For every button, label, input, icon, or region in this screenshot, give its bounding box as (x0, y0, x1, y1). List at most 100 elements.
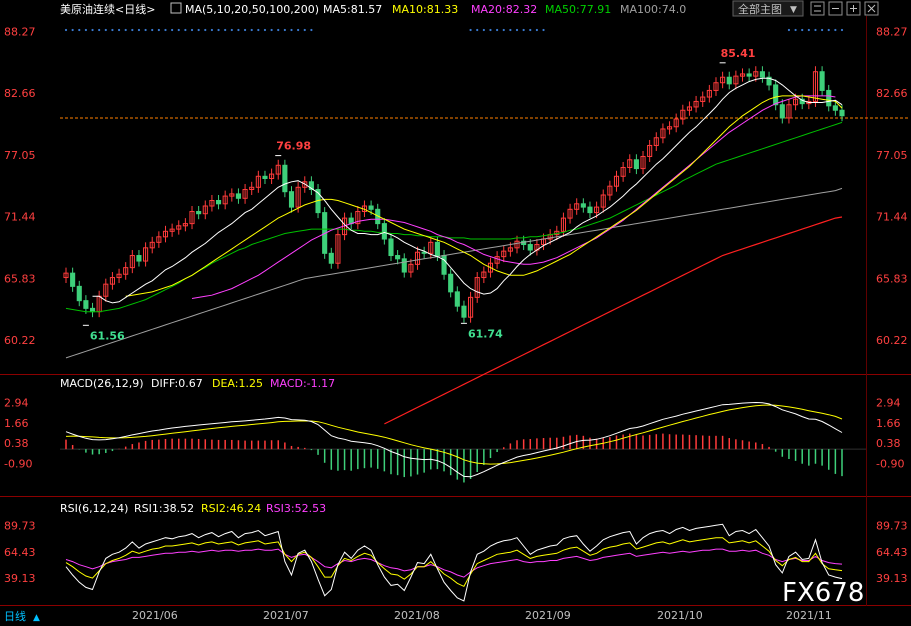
instrument-title[interactable]: 美原油连续<日线> (60, 2, 155, 16)
candle-body (580, 203, 586, 208)
close-icon[interactable] (864, 1, 879, 16)
candle-body (242, 188, 248, 199)
candle-body (587, 206, 593, 214)
date-label: 2021/10 (657, 609, 703, 622)
signal-dot (64, 28, 68, 32)
candle-body (766, 76, 772, 86)
candle-body (63, 272, 69, 279)
signal-dot (210, 28, 214, 32)
candle-body (414, 251, 421, 265)
candle-body (295, 186, 301, 208)
signal-dot (111, 28, 114, 32)
signal-dot (137, 28, 141, 32)
candle-body (514, 240, 520, 249)
macd-name: MACD(26,12,9) (60, 377, 144, 390)
signal-dot (489, 28, 492, 32)
macd-tick-label: 0.38 (4, 437, 29, 450)
candle-body (302, 181, 308, 188)
plus-icon[interactable] (846, 1, 861, 16)
signal-dot (98, 28, 101, 32)
ma-settings-icon[interactable] (170, 2, 182, 14)
price-tick-label: 88.27 (876, 25, 908, 38)
minus-icon[interactable] (828, 1, 843, 16)
period-tab[interactable]: 日线 (4, 609, 26, 623)
candle-body (129, 255, 135, 269)
candle-body (176, 225, 182, 230)
price-tick-label: 60.22 (876, 334, 908, 347)
candle-body (308, 181, 314, 190)
candle-body (726, 76, 732, 85)
signal-dot (840, 28, 844, 32)
rsi1-value: RSI1:38.52 (134, 502, 194, 515)
signal-dot (283, 28, 286, 32)
candle-body (255, 175, 261, 188)
signal-dot (787, 28, 791, 32)
price-tick-label: 82.66 (876, 87, 908, 100)
ma10-line (125, 95, 843, 297)
candle-body (209, 200, 215, 207)
price-tick-label: 60.22 (4, 334, 36, 347)
signal-dot (542, 28, 545, 32)
candle-body (249, 186, 255, 190)
price-tick-label: 65.83 (4, 272, 36, 285)
settings-icon[interactable] (810, 1, 825, 16)
pane-frames (0, 16, 911, 606)
candle-body (269, 173, 275, 179)
candle-body (594, 206, 600, 214)
candle-body (773, 84, 779, 106)
signal-dot (257, 28, 260, 32)
candle-body (613, 175, 620, 187)
macd-value: MACD:-1.17 (270, 377, 335, 390)
signal-dot (84, 28, 87, 32)
macd-tick-label: 2.94 (876, 396, 901, 409)
candle-body (832, 105, 838, 111)
signal-dot (230, 28, 233, 32)
candle-body (76, 285, 82, 302)
date-label: 2021/07 (263, 609, 309, 622)
rsi-tick-label: 89.73 (876, 520, 908, 533)
candle-body (487, 262, 494, 273)
candle-body (288, 191, 295, 208)
price-annotation: 61.74 (468, 327, 503, 340)
candle-body (70, 272, 76, 287)
candle-body (826, 89, 832, 107)
candle-body (434, 241, 440, 257)
price-tick-label: 65.83 (876, 272, 908, 285)
signal-dot (144, 28, 147, 32)
footer: 日线 ▲ 2021/06 2021/07 2021/08 2021/09 202… (4, 609, 832, 623)
candle-body (355, 211, 361, 225)
signal-dot (78, 28, 81, 32)
candle-body (368, 205, 374, 210)
macd-diff: DIFF:0.67 (151, 377, 203, 390)
price-tick-label: 71.44 (876, 211, 908, 224)
candle-body (182, 223, 188, 227)
signal-dot (171, 28, 174, 32)
signal-dot (71, 28, 74, 32)
rsi-tick-label: 39.13 (4, 572, 36, 585)
candle-body (401, 258, 407, 273)
signal-dot (821, 28, 824, 32)
candle-body (189, 211, 195, 225)
candle-body (149, 241, 155, 249)
price-annotation: 76.98 (276, 140, 311, 153)
signal-dot (124, 28, 127, 32)
ma20-line (191, 95, 836, 299)
candle-body (527, 244, 533, 251)
candle-body (680, 109, 686, 120)
rsi3-value: RSI3:52.53 (266, 502, 326, 515)
macd-diff-line (65, 401, 843, 478)
triangle-up-icon[interactable]: ▲ (33, 613, 40, 623)
candle-body (136, 255, 142, 262)
signal-dot (801, 28, 804, 32)
signal-dot (184, 28, 187, 32)
signal-dot (310, 28, 313, 32)
signal-dot (131, 28, 134, 32)
price-tick-label: 82.66 (4, 87, 36, 100)
signal-dot (217, 28, 220, 32)
candle-body (143, 247, 149, 262)
candle-body (779, 104, 785, 119)
rsi-name: RSI(6,12,24) (60, 502, 128, 515)
main-chart-select[interactable] (732, 0, 804, 17)
macd-dea-line (65, 404, 843, 465)
